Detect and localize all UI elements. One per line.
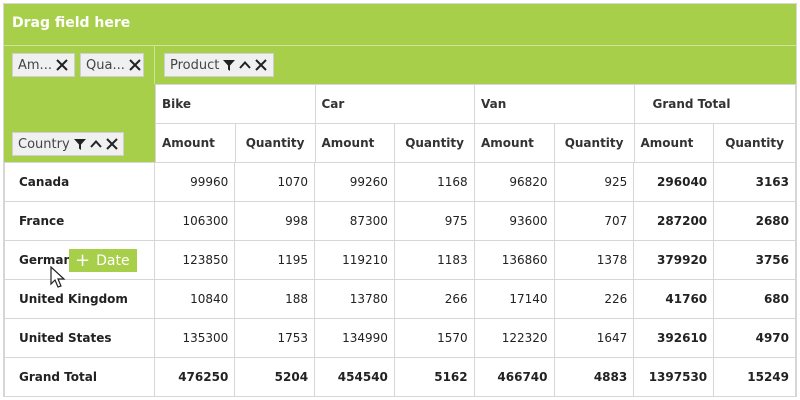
value-cell[interactable]: 1183 (393, 240, 475, 280)
axis-separator (154, 46, 155, 84)
value-cell[interactable]: 99960 (154, 162, 236, 202)
value-cell[interactable]: 122320 (473, 318, 555, 358)
value-cell[interactable]: 5162 (393, 357, 475, 397)
column-header-car[interactable]: Car (314, 84, 475, 124)
row-pill-country[interactable]: Country (12, 132, 124, 156)
value-cell[interactable]: 4970 (713, 318, 796, 358)
value-cell[interactable]: 466740 (473, 357, 555, 397)
value-cell[interactable]: 13780 (314, 279, 395, 319)
value-pill-quantity[interactable]: Qua... (80, 53, 144, 77)
measure-header-quantity[interactable]: Quantity (394, 123, 475, 163)
value-cell[interactable]: 925 (553, 162, 635, 202)
value-cell[interactable]: 266 (393, 279, 475, 319)
value-cell[interactable]: 4883 (553, 357, 635, 397)
measure-header-quantity[interactable]: Quantity (713, 123, 796, 163)
grand-total-row: Grand Total 476250 5204 454540 5162 466740 488… (3, 357, 796, 397)
plus-icon: + (75, 249, 91, 271)
value-cell[interactable]: 1378 (553, 240, 635, 280)
value-cell[interactable]: 17140 (473, 279, 555, 319)
value-cell[interactable]: 379920 (633, 240, 715, 280)
column-header-van[interactable]: Van (474, 84, 635, 124)
value-cell[interactable]: 10840 (154, 279, 236, 319)
pill-label: Product (170, 57, 220, 73)
close-icon[interactable] (56, 59, 68, 71)
value-cell[interactable]: 707 (553, 201, 635, 241)
row-header[interactable]: United States (3, 318, 156, 358)
filter-icon[interactable] (73, 138, 86, 150)
table-row: United Kingdom 10840 188 13780 266 17140 226 41… (3, 279, 796, 319)
close-icon[interactable] (105, 138, 118, 150)
pill-label: Country (18, 136, 70, 152)
table-row: France 106300 998 87300 975 93600 707 287200 268… (3, 201, 796, 241)
measure-header-amount[interactable]: Amount (314, 123, 396, 163)
value-cell[interactable]: 134990 (314, 318, 395, 358)
value-cell[interactable]: 99260 (314, 162, 395, 202)
row-axis: Country (4, 84, 155, 162)
value-cell[interactable]: 1070 (234, 162, 316, 202)
pivot-grid: Drag field here Am... Qua... Product (3, 3, 797, 397)
measure-header-quantity[interactable]: Quantity (553, 123, 635, 163)
drop-area-label: Drag field here (12, 15, 131, 31)
value-cell[interactable]: 135300 (154, 318, 236, 358)
dragging-field-chip[interactable]: + Date (69, 249, 137, 272)
value-cell[interactable]: 1647 (553, 318, 635, 358)
drag-chip-label: Date (96, 252, 130, 269)
pivot-values-table: Canada 99960 1070 99260 1168 96820 925 296040 31… (3, 162, 796, 397)
table-row: Canada 99960 1070 99260 1168 96820 925 296040 31… (3, 162, 796, 202)
close-icon[interactable] (129, 59, 141, 71)
value-cell[interactable]: 296040 (633, 162, 715, 202)
column-header-grand-total[interactable]: Grand Total (633, 84, 796, 124)
chevron-up-icon[interactable] (239, 59, 252, 71)
measure-header-amount[interactable]: Amount (155, 123, 236, 163)
row-header[interactable]: Canada (3, 162, 156, 202)
value-cell[interactable]: 1570 (393, 318, 475, 358)
value-cell[interactable]: 454540 (314, 357, 395, 397)
value-cell[interactable]: 3163 (713, 162, 796, 202)
filter-icon[interactable] (223, 59, 236, 71)
pill-label: Am... (18, 57, 52, 73)
chevron-up-icon[interactable] (89, 138, 102, 150)
pill-label: Qua... (86, 57, 125, 73)
value-cell[interactable]: 287200 (633, 201, 715, 241)
value-cell[interactable]: 41760 (633, 279, 715, 319)
table-row: United States 135300 1753 134990 1570 122320 1… (3, 318, 796, 358)
value-cell[interactable]: 87300 (314, 201, 395, 241)
value-cell[interactable]: 96820 (473, 162, 555, 202)
measure-header-amount[interactable]: Amount (474, 123, 555, 163)
value-cell[interactable]: 226 (553, 279, 635, 319)
value-cell[interactable]: 5204 (234, 357, 316, 397)
row-header[interactable]: United Kingdom (3, 279, 156, 319)
value-cell[interactable]: 1397530 (633, 357, 715, 397)
value-cell[interactable]: 15249 (713, 357, 796, 397)
value-cell[interactable]: 1753 (234, 318, 316, 358)
measure-header-quantity[interactable]: Quantity (234, 123, 316, 163)
values-axis: Am... Qua... Product (4, 46, 796, 84)
value-cell[interactable]: 123850 (154, 240, 236, 280)
measure-header-amount[interactable]: Amount (633, 123, 715, 163)
value-cell[interactable]: 680 (713, 279, 796, 319)
column-pill-product[interactable]: Product (164, 53, 274, 77)
table-row: Germany 123850 1195 119210 1183 136860 1378 379… (3, 240, 796, 280)
value-cell[interactable]: 3756 (713, 240, 796, 280)
column-header-bike[interactable]: Bike (155, 84, 316, 124)
value-cell[interactable]: 188 (234, 279, 316, 319)
filter-drop-area[interactable]: Drag field here (4, 4, 796, 46)
value-cell[interactable]: 1195 (234, 240, 316, 280)
column-header-table: Bike Car Van Grand Total Amount Quantity… (155, 84, 796, 163)
value-cell[interactable]: 93600 (473, 201, 555, 241)
value-cell[interactable]: 2680 (713, 201, 796, 241)
value-cell[interactable]: 975 (393, 201, 475, 241)
value-cell[interactable]: 998 (234, 201, 316, 241)
value-cell[interactable]: 136860 (473, 240, 555, 280)
value-cell[interactable]: 1168 (393, 162, 475, 202)
value-cell[interactable]: 392610 (633, 318, 715, 358)
close-icon[interactable] (255, 59, 268, 71)
value-cell[interactable]: 106300 (154, 201, 236, 241)
value-cell[interactable]: 119210 (314, 240, 395, 280)
value-pill-amount[interactable]: Am... (12, 53, 75, 77)
row-header[interactable]: Grand Total (3, 357, 156, 397)
mouse-cursor-icon (50, 265, 66, 293)
row-header[interactable]: France (3, 201, 156, 241)
value-cell[interactable]: 476250 (154, 357, 236, 397)
